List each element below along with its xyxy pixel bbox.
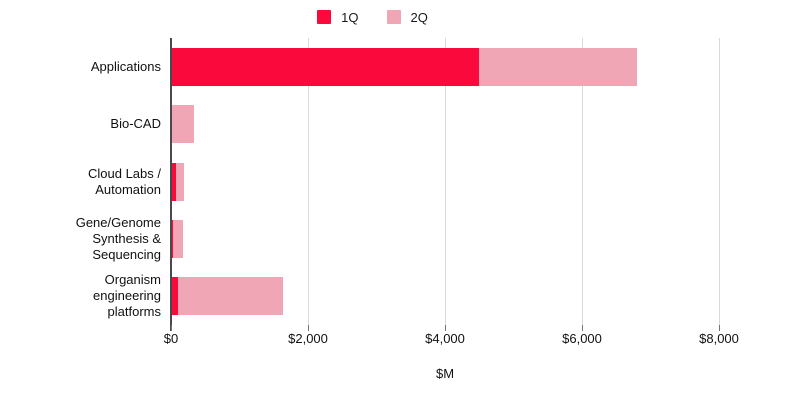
x-tick-label: $0	[163, 331, 179, 346]
bar-segment-1q	[171, 162, 176, 201]
gridline-8000	[719, 38, 720, 325]
legend-label-1q: 1Q	[341, 9, 359, 25]
x-tick-labels: $0 $2,000 $4,000 $6,000 $8,000	[164, 331, 739, 347]
tick-mark-4000	[445, 325, 446, 331]
tick-mark-2000	[308, 325, 309, 331]
bar-segment-2q	[175, 162, 184, 201]
category-label: Cloud Labs / Automation	[88, 165, 161, 197]
x-tick-label: $8,000	[699, 331, 739, 346]
bar-segment-1q	[171, 47, 480, 86]
legend-item-1q: 1Q	[317, 9, 359, 25]
stacked-bar	[171, 105, 719, 144]
gridline-2000	[308, 38, 309, 325]
tick-mark-8000	[719, 325, 720, 331]
stacked-bar	[171, 162, 719, 201]
y-axis-line	[170, 38, 172, 331]
tick-mark-0	[171, 325, 172, 331]
bar-segment-2q	[173, 219, 183, 258]
category-label: Organism engineering platforms	[93, 272, 161, 320]
stacked-bar	[171, 277, 719, 316]
bar-row	[171, 268, 719, 325]
x-tick-label: $6,000	[562, 331, 602, 346]
bar-segment-2q	[177, 277, 283, 316]
legend: 1Q 2Q	[0, 8, 745, 26]
bar-row	[171, 210, 719, 267]
x-tick-label: $4,000	[425, 331, 465, 346]
legend-label-2q: 2Q	[410, 9, 428, 25]
category-label: Bio-CAD	[110, 116, 161, 132]
bar-row	[171, 153, 719, 210]
legend-swatch-2q	[386, 10, 401, 24]
legend-swatch-1q	[317, 10, 332, 24]
x-axis-title: $M	[435, 366, 455, 381]
bar-segment-1q	[171, 277, 178, 316]
category-label: Applications	[90, 58, 161, 74]
gridline-4000	[445, 38, 446, 325]
gridline-6000	[582, 38, 583, 325]
stacked-bar	[171, 219, 719, 258]
category-label: Gene/Genome Synthesis & Sequencing	[75, 214, 161, 262]
bar-segment-2q	[479, 47, 637, 86]
bar-row	[171, 38, 719, 95]
bar-row	[171, 95, 719, 152]
legend-item-2q: 2Q	[386, 9, 428, 25]
bar-segment-1q	[171, 219, 174, 258]
plot-area	[170, 38, 720, 331]
bar-rows	[171, 38, 719, 325]
category-labels: Applications Bio-CAD Cloud Labs / Automati…	[0, 38, 161, 325]
tick-mark-6000	[582, 325, 583, 331]
x-tick-label: $2,000	[288, 331, 328, 346]
stacked-bar	[171, 47, 719, 86]
bar-segment-2q	[171, 105, 194, 144]
